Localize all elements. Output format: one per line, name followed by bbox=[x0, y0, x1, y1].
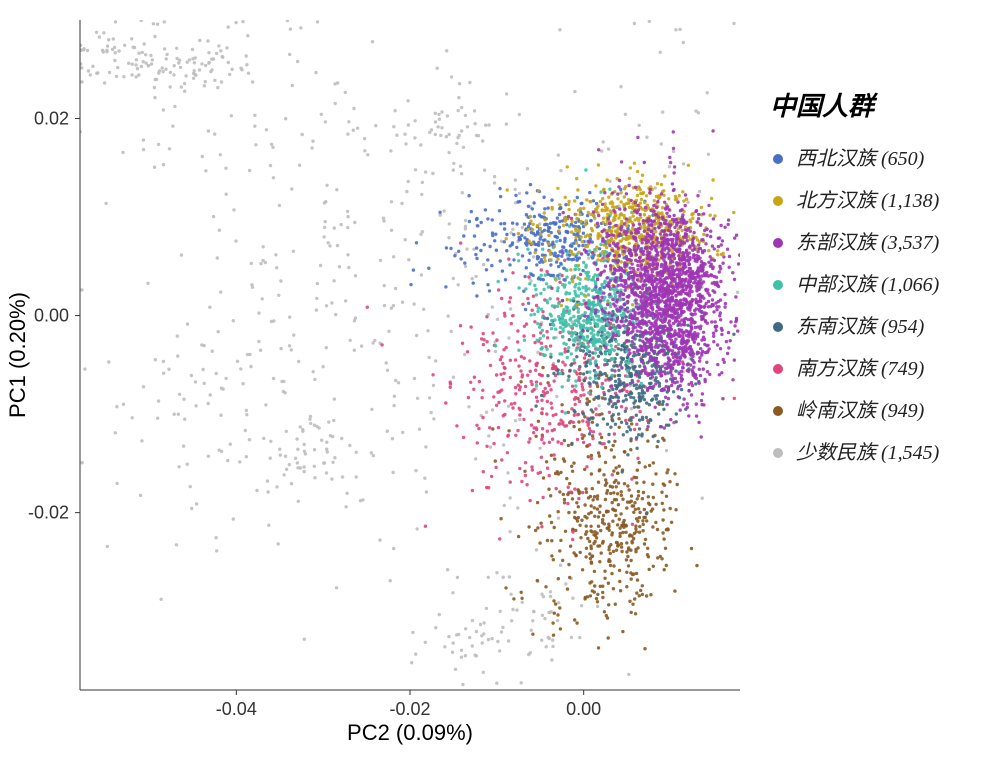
legend-item-label: 中部汉族 (1,066) bbox=[796, 274, 940, 296]
legend-marker bbox=[773, 322, 783, 332]
legend-marker bbox=[773, 280, 783, 290]
x-axis-title: PC2 (0.09%) bbox=[347, 720, 473, 745]
legend-title: 中国人群 bbox=[770, 92, 879, 121]
pca-scatter-plot: -0.04 -0.02 0.00 -0.02 0.00 0.02 PC2 (0.09%) PC… bbox=[0, 0, 994, 762]
legend-item-label: 岭南汉族 (949) bbox=[796, 400, 925, 422]
legend-marker bbox=[773, 238, 783, 248]
legend-marker bbox=[773, 196, 783, 206]
y-tick-label: 0.00 bbox=[34, 306, 69, 326]
x-tick-label: -0.04 bbox=[216, 699, 257, 719]
legend-marker bbox=[773, 154, 783, 164]
x-tick-label: 0.00 bbox=[566, 699, 601, 719]
legend-marker bbox=[773, 406, 783, 416]
legend-item-label: 北方汉族 (1,138) bbox=[796, 190, 940, 212]
y-tick-label: 0.02 bbox=[34, 109, 69, 129]
legend: 中国人群西北汉族 (650) 北方汉族 (1,138) 东部汉族 (3,537) 中部… bbox=[770, 92, 940, 464]
legend-item-label: 东部汉族 (3,537) bbox=[796, 232, 940, 254]
legend-item-label: 西北汉族 (650) bbox=[796, 148, 925, 170]
y-tick-label: -0.02 bbox=[28, 503, 69, 523]
legend-item-label: 东南汉族 (954) bbox=[796, 316, 925, 338]
legend-marker bbox=[773, 448, 783, 458]
chart-container: -0.04 -0.02 0.00 -0.02 0.00 0.02 PC2 (0.09%) PC… bbox=[0, 0, 994, 762]
legend-item-label: 南方汉族 (749) bbox=[796, 358, 925, 380]
legend-marker bbox=[773, 364, 783, 374]
x-tick-label: -0.02 bbox=[389, 699, 430, 719]
y-axis-title: PC1 (0.20%) bbox=[5, 292, 30, 418]
legend-item-label: 少数民族 (1,545) bbox=[796, 442, 940, 464]
